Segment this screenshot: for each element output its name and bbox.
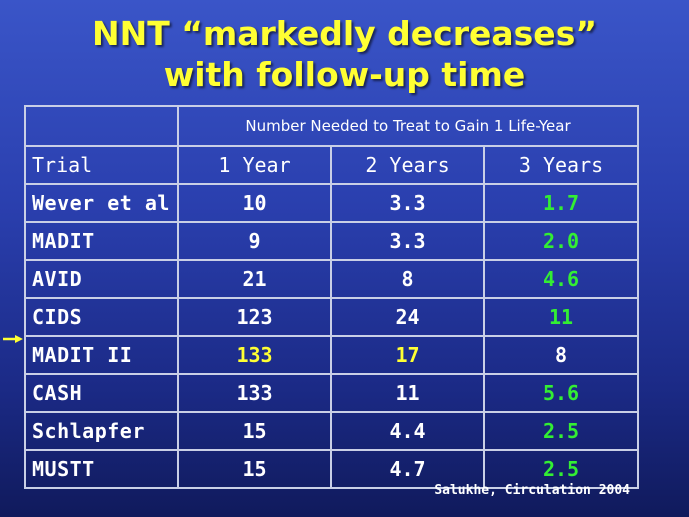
citation: Salukhe, Circulation 2004 <box>434 483 630 498</box>
trial-name-cell: MUSTT <box>24 449 179 489</box>
two-year-cell: 4.4 <box>330 411 485 451</box>
table-row: CIDS 123 24 11 <box>24 297 640 337</box>
three-year-cell: 5.6 <box>482 373 640 413</box>
trial-name-cell: Wever et al <box>24 183 179 223</box>
trial-name-cell: CASH <box>24 373 179 413</box>
two-year-cell: 3.3 <box>330 221 485 261</box>
trial-name-cell: AVID <box>24 259 179 299</box>
three-year-cell: 1.7 <box>482 183 640 223</box>
three-year-cell: 2.5 <box>482 411 640 451</box>
three-year-cell: 11 <box>482 297 640 337</box>
slide-title-line-1: NNT “markedly decreases” <box>91 14 598 53</box>
one-year-cell: 10 <box>177 183 332 223</box>
column-header-trial: Trial <box>24 145 179 185</box>
trial-name-cell: CIDS <box>24 297 179 337</box>
three-year-cell: 2.0 <box>482 221 640 261</box>
arrow-right-icon <box>3 335 23 343</box>
two-year-cell: 11 <box>330 373 485 413</box>
one-year-cell: 21 <box>177 259 332 299</box>
three-year-cell: 2.5 <box>482 449 640 489</box>
empty-corner-cell <box>24 105 179 147</box>
one-year-cell: 15 <box>177 411 332 451</box>
trial-name-cell: MADIT <box>24 221 179 261</box>
table-superheader-row: Number Needed to Treat to Gain 1 Life-Ye… <box>24 105 640 147</box>
one-year-cell: 133 <box>177 335 332 375</box>
superheader-cell: Number Needed to Treat to Gain 1 Life-Ye… <box>176 105 640 147</box>
one-year-cell: 123 <box>177 297 332 337</box>
trial-name-cell: Schlapfer <box>24 411 179 451</box>
table-row-highlighted: MADIT II 133 17 8 <box>24 335 640 375</box>
table-header-row: Trial 1 Year 2 Years 3 Years <box>24 145 640 185</box>
column-header-1-year: 1 Year <box>177 145 332 185</box>
trial-name-cell: MADIT II <box>24 335 179 375</box>
column-header-2-years: 2 Years <box>330 145 485 185</box>
two-year-cell: 24 <box>330 297 485 337</box>
column-header-3-years: 3 Years <box>482 145 640 185</box>
two-year-cell: 4.7 <box>330 449 485 489</box>
two-year-cell: 3.3 <box>330 183 485 223</box>
table-row: Wever et al 10 3.3 1.7 <box>24 183 640 223</box>
table-row: AVID 21 8 4.6 <box>24 259 640 299</box>
table-row: MUSTT 15 4.7 2.5 <box>24 449 640 489</box>
one-year-cell: 9 <box>177 221 332 261</box>
nnt-table: Number Needed to Treat to Gain 1 Life-Ye… <box>24 105 640 489</box>
two-year-cell: 8 <box>330 259 485 299</box>
one-year-cell: 133 <box>177 373 332 413</box>
table-row: MADIT 9 3.3 2.0 <box>24 221 640 261</box>
slide-title-line-2: with follow-up time <box>163 55 526 94</box>
three-year-cell: 4.6 <box>482 259 640 299</box>
table-row: CASH 133 11 5.6 <box>24 373 640 413</box>
two-year-cell: 17 <box>330 335 485 375</box>
table-row: Schlapfer 15 4.4 2.5 <box>24 411 640 451</box>
three-year-cell: 8 <box>482 335 640 375</box>
one-year-cell: 15 <box>177 449 332 489</box>
